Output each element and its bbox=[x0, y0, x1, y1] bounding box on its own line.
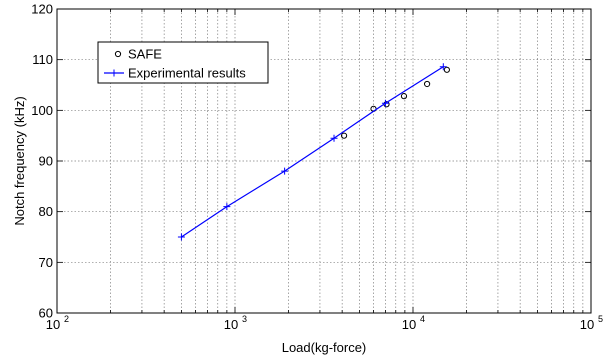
x-tick-label: 10 bbox=[580, 317, 594, 332]
legend: SAFE Experimental results bbox=[97, 41, 269, 84]
experimental-point bbox=[330, 134, 338, 142]
series-layer bbox=[177, 63, 450, 241]
legend-exp-label: Experimental results bbox=[128, 66, 246, 81]
safe-point bbox=[423, 80, 431, 88]
x-tick-exponent: 4 bbox=[420, 314, 425, 324]
y-tick-label: 120 bbox=[31, 2, 53, 17]
y-tick-label: 70 bbox=[39, 255, 53, 270]
legend-safe-marker bbox=[114, 50, 122, 58]
x-tick-label: 10 bbox=[402, 317, 416, 332]
experimental-point bbox=[177, 233, 185, 241]
safe-point bbox=[400, 93, 408, 100]
legend-exp-marker bbox=[110, 69, 118, 77]
x-tick-label: 10 bbox=[224, 317, 238, 332]
x-tick-exponent: 3 bbox=[242, 314, 247, 324]
y-tick-label: 60 bbox=[39, 306, 53, 321]
series-experimental bbox=[177, 63, 447, 241]
y-tick-label: 80 bbox=[39, 204, 53, 219]
x-tick-label: 10 bbox=[46, 317, 60, 332]
experimental-point bbox=[281, 167, 289, 175]
series-safe bbox=[340, 66, 450, 139]
experimental-point bbox=[381, 99, 389, 107]
x-axis-label: Load(kg-force) bbox=[282, 340, 367, 355]
y-axis-label: Notch frequency (kHz) bbox=[12, 96, 27, 225]
experimental-point bbox=[223, 203, 231, 211]
experimental-line bbox=[181, 66, 444, 238]
grid bbox=[56, 8, 592, 314]
y-tick-label: 90 bbox=[39, 154, 53, 169]
legend-box bbox=[97, 41, 269, 84]
safe-point bbox=[340, 132, 348, 139]
x-tick-exponent: 2 bbox=[64, 314, 69, 324]
ticks bbox=[56, 8, 592, 314]
experimental-point bbox=[439, 63, 447, 71]
y-tick-label: 100 bbox=[31, 103, 53, 118]
x-tick-exponent: 5 bbox=[598, 314, 603, 324]
tick-labels: 10 2 10 3 10 4 10 5 60 70 80 90 100 110 120 bbox=[31, 2, 603, 333]
y-tick-label: 110 bbox=[32, 52, 53, 67]
safe-point bbox=[443, 66, 450, 73]
legend-safe-label: SAFE bbox=[128, 47, 162, 62]
